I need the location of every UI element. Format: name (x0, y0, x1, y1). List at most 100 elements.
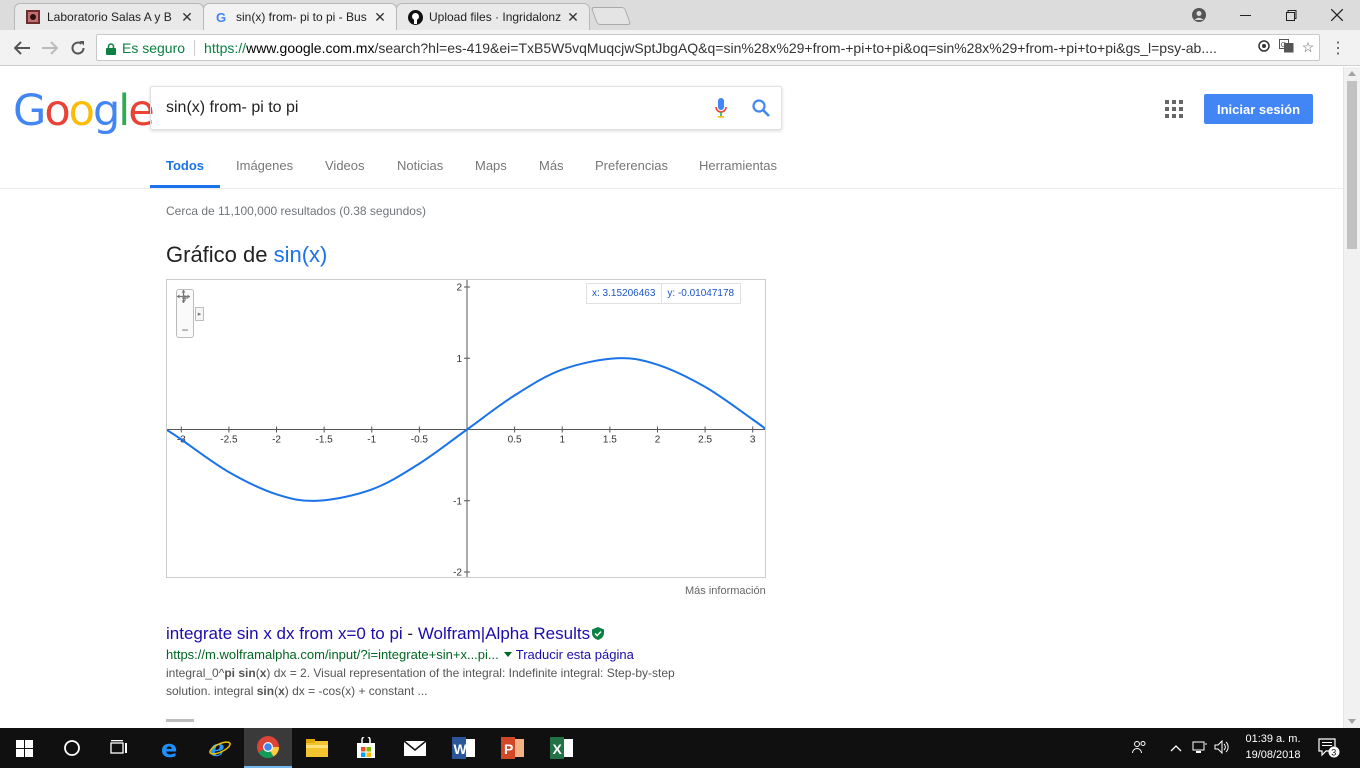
notification-count: 3 (1331, 748, 1336, 758)
result-stats: Cerca de 11,100,000 resultados (0.38 seg… (166, 204, 426, 218)
result-title-link[interactable]: integrate sin x dx from x=0 to pi - Wolf… (166, 624, 605, 644)
svg-text:P: P (504, 741, 513, 757)
x-tick-label: -0.5 (411, 435, 429, 446)
excel-icon[interactable]: X (538, 728, 586, 768)
close-tab-icon[interactable]: ✕ (567, 8, 579, 25)
restore-button[interactable] (1268, 0, 1314, 30)
cortana-search-icon[interactable] (48, 728, 96, 768)
tab-videos[interactable]: Videos (325, 158, 365, 173)
signin-button[interactable]: Iniciar sesión (1204, 94, 1313, 124)
tab-github[interactable]: Upload files · Ingridalonz ✕ (396, 3, 590, 30)
close-window-button[interactable] (1314, 0, 1360, 30)
security-label: Es seguro (122, 39, 186, 56)
tab-todos[interactable]: Todos (166, 158, 205, 173)
sin-curve (167, 357, 765, 502)
caret-down-icon[interactable] (503, 652, 512, 657)
volume-icon[interactable] (1214, 739, 1230, 757)
github-favicon-icon (407, 9, 423, 25)
system-clock[interactable]: 01:39 a. m. 19/08/2018 (1240, 731, 1306, 763)
close-tab-icon[interactable]: ✕ (374, 8, 386, 25)
microphone-icon[interactable] (701, 98, 741, 118)
chrome-taskbar-icon[interactable] (244, 728, 292, 768)
edge-icon[interactable]: e (147, 728, 195, 768)
chrome-menu-icon[interactable]: ⋮ (1330, 40, 1346, 57)
tab-title: Laboratorio Salas A y B (47, 10, 172, 24)
tab-google-search[interactable]: G sin(x) from- pi to pi - Bus ✕ (203, 3, 397, 30)
expand-arrow-icon[interactable]: ▸ (195, 307, 204, 321)
coord-x: x: 3.15206463 (592, 288, 656, 299)
search-icon[interactable] (741, 99, 781, 117)
search-input[interactable]: sin(x) from- pi to pi (166, 99, 299, 116)
windows-taskbar: e e W P X 01:39 a. m. 19/08/2018 3 (0, 728, 1360, 768)
y-tick-label: -1 (453, 496, 462, 507)
x-tick-label: -2 (272, 435, 281, 446)
svg-text:G: G (216, 10, 226, 24)
bookmark-star-icon[interactable]: ☆ (1301, 39, 1315, 55)
svg-text:G: G (1280, 42, 1285, 49)
translate-icon[interactable]: G (1275, 39, 1297, 56)
back-button[interactable] (10, 36, 34, 60)
scroll-down-icon[interactable] (1348, 719, 1356, 724)
powerpoint-icon[interactable]: P (489, 728, 537, 768)
active-tab-indicator (150, 185, 220, 188)
apps-grid-icon[interactable] (1165, 100, 1183, 118)
more-info-link[interactable]: Más información (685, 585, 766, 597)
people-icon[interactable] (1132, 740, 1148, 757)
tab-preferencias[interactable]: Preferencias (595, 158, 668, 173)
x-tick-label: 2.5 (698, 435, 712, 446)
forward-button[interactable] (38, 36, 62, 60)
address-bar[interactable]: Es seguro https://www.google.com.mx/sear… (96, 34, 1320, 61)
profile-icon[interactable] (1176, 0, 1222, 30)
show-hidden-icons[interactable] (1170, 740, 1182, 755)
google-favicon-icon: G (214, 9, 230, 25)
reload-button[interactable] (66, 36, 90, 60)
x-tick-label: 2 (655, 435, 661, 446)
close-tab-icon[interactable]: ✕ (181, 8, 193, 25)
graph-plot[interactable]: -3 -2.5 -2 -1.5 -1 -0.5 0.5 1 1.5 2 2.5 321-1-2 (167, 280, 766, 578)
graph-title-function[interactable]: sin(x) (273, 242, 328, 267)
zoom-out-button[interactable]: − (181, 323, 189, 337)
action-center-icon[interactable]: 3 (1318, 738, 1340, 761)
svg-text:W: W (454, 741, 468, 757)
tab-mas[interactable]: Más (539, 158, 564, 173)
y-tick-label: -2 (453, 568, 462, 579)
tab-herramientas[interactable]: Herramientas (699, 158, 778, 173)
minimize-button[interactable] (1222, 0, 1268, 30)
lock-icon (106, 42, 116, 55)
clock-time: 01:39 a. m. (1245, 733, 1301, 745)
tab-maps[interactable]: Maps (475, 158, 507, 173)
tab-noticias[interactable]: Noticias (397, 158, 444, 173)
zoom-in-button[interactable]: + (181, 291, 189, 305)
store-icon[interactable] (342, 728, 390, 768)
internet-explorer-icon[interactable]: e (196, 728, 244, 768)
page-scrollbar[interactable] (1343, 67, 1360, 728)
pan-icon[interactable] (177, 290, 193, 322)
x-tick-label: 3 (750, 435, 756, 446)
svg-text:X: X (553, 741, 563, 757)
scroll-up-icon[interactable] (1348, 71, 1356, 76)
network-icon[interactable] (1192, 740, 1208, 757)
task-view-icon[interactable] (96, 728, 144, 768)
file-explorer-icon[interactable] (293, 728, 341, 768)
coordinate-readout: x: 3.15206463 y: -0.01047178 (586, 283, 742, 304)
tab-imagenes[interactable]: Imágenes (236, 158, 294, 173)
mail-icon[interactable] (391, 728, 439, 768)
verified-shield-icon (592, 625, 605, 640)
coord-y: y: -0.01047178 (667, 288, 735, 299)
google-logo[interactable]: Google (13, 86, 155, 136)
start-button[interactable] (0, 728, 48, 768)
location-icon[interactable] (1253, 39, 1275, 56)
graph-title: Gráfico de sin(x) (166, 242, 327, 268)
tab-laboratorio[interactable]: Laboratorio Salas A y B ✕ (14, 3, 204, 30)
y-tick-label: 1 (456, 354, 462, 365)
new-tab-button[interactable] (590, 7, 632, 25)
y-tick-label: 2 (456, 283, 462, 294)
x-tick-label: -1 (367, 435, 376, 446)
svg-text:e: e (161, 737, 177, 759)
translate-page-link[interactable]: Traducir esta página (515, 647, 634, 662)
scroll-thumb[interactable] (1347, 81, 1357, 249)
url-text[interactable]: https://www.google.com.mx/search?hl=es-4… (204, 39, 1217, 56)
word-icon[interactable]: W (440, 728, 488, 768)
search-box[interactable]: sin(x) from- pi to pi (150, 86, 782, 130)
function-graph[interactable]: -3 -2.5 -2 -1.5 -1 -0.5 0.5 1 1.5 2 2.5 3 2 1 -1 -2 x: … (166, 279, 766, 578)
